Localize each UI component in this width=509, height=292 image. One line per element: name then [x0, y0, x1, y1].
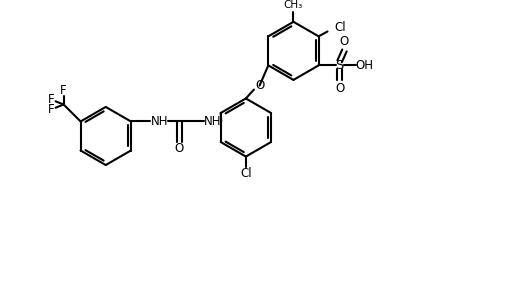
Text: O: O — [339, 36, 348, 48]
Text: NH: NH — [203, 115, 221, 128]
Text: OH: OH — [355, 59, 373, 72]
Text: Cl: Cl — [240, 167, 251, 180]
Text: O: O — [254, 79, 264, 92]
Text: S: S — [335, 59, 343, 72]
Text: F: F — [48, 103, 55, 116]
Text: F: F — [60, 84, 67, 97]
Text: O: O — [334, 82, 344, 95]
Text: Cl: Cl — [334, 21, 346, 34]
Text: CH₃: CH₃ — [284, 0, 302, 10]
Text: O: O — [174, 142, 184, 155]
Text: NH: NH — [150, 115, 167, 128]
Text: F: F — [48, 93, 55, 106]
